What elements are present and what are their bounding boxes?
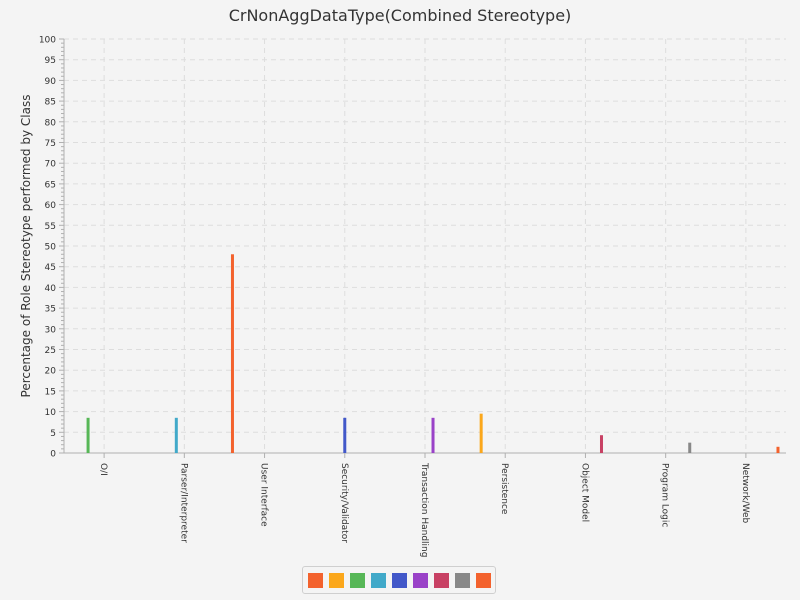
bar bbox=[688, 442, 692, 453]
y-tick-label: 85 bbox=[45, 98, 56, 108]
y-tick-label: 45 bbox=[45, 263, 56, 273]
x-tick-label: Object Model bbox=[579, 463, 589, 522]
legend-swatch bbox=[370, 572, 386, 588]
y-tick-label: 90 bbox=[45, 77, 57, 87]
y-tick-label: 35 bbox=[45, 305, 56, 315]
y-tick-label: 100 bbox=[39, 36, 56, 46]
y-tick-label: 65 bbox=[45, 180, 56, 190]
x-tick-label: User Interface bbox=[259, 463, 269, 527]
x-tick-label: Security/Validator bbox=[339, 463, 349, 543]
legend-swatch bbox=[454, 572, 470, 588]
bar bbox=[479, 413, 483, 453]
y-tick-label: 20 bbox=[45, 367, 57, 377]
x-tick-label: Persistence bbox=[499, 463, 509, 515]
y-tick-label: 70 bbox=[45, 160, 57, 170]
legend bbox=[302, 566, 496, 594]
bar bbox=[431, 417, 435, 453]
bar bbox=[86, 417, 90, 453]
legend-swatch bbox=[328, 572, 344, 588]
legend-swatch bbox=[433, 572, 449, 588]
x-tick-label: Parser/Interpreter bbox=[178, 463, 188, 543]
y-tick-label: 40 bbox=[45, 284, 57, 294]
bar bbox=[599, 435, 603, 453]
bar bbox=[776, 446, 780, 453]
y-tick-label: 15 bbox=[45, 387, 56, 397]
y-tick-label: 80 bbox=[45, 118, 57, 128]
y-tick-label: 30 bbox=[45, 325, 57, 335]
legend-swatch bbox=[412, 572, 428, 588]
legend-swatch bbox=[391, 572, 407, 588]
chart-title: CrNonAggDataType(Combined Stereotype) bbox=[228, 6, 572, 25]
y-tick-label: 10 bbox=[45, 408, 57, 418]
x-tick-label: Network/Web bbox=[740, 463, 750, 524]
legend-swatch bbox=[349, 572, 365, 588]
y-axis-label: Percentage of Role Stereotype performed … bbox=[19, 95, 33, 398]
y-tick-label: 60 bbox=[45, 201, 57, 211]
y-tick-label: 55 bbox=[45, 222, 56, 232]
y-tick-label: 95 bbox=[45, 56, 56, 66]
bar bbox=[174, 417, 178, 453]
y-tick-label: 5 bbox=[50, 429, 56, 439]
bar bbox=[230, 254, 234, 453]
y-tick-label: 75 bbox=[45, 139, 56, 149]
y-tick-label: 0 bbox=[50, 450, 56, 460]
bar bbox=[343, 417, 347, 453]
x-tick-label: Transaction Handling bbox=[419, 462, 429, 557]
legend-swatch bbox=[307, 572, 323, 588]
y-tick-label: 25 bbox=[45, 346, 56, 356]
x-tick-label: O/I bbox=[98, 463, 108, 476]
legend-swatch bbox=[475, 572, 491, 588]
y-tick-label: 50 bbox=[45, 243, 57, 253]
x-tick-label: Program Logic bbox=[660, 463, 670, 527]
